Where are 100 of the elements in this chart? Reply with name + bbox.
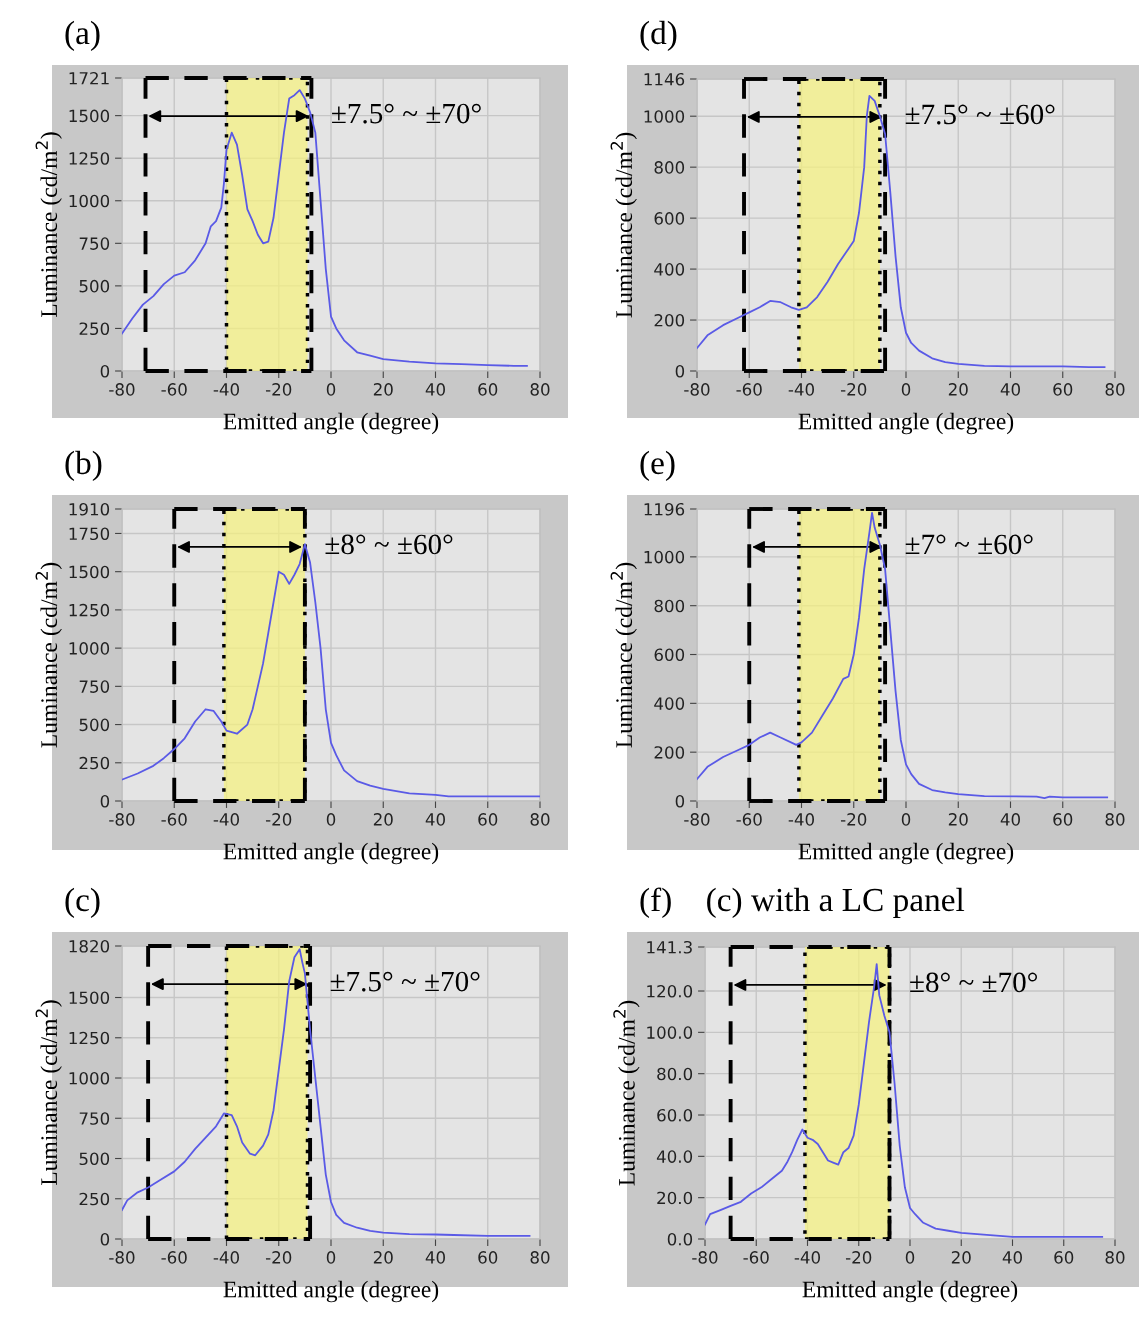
y-tick-label: 0 [100,364,110,378]
annotation: ±7.5° ~ ±70° [332,103,481,124]
y-axis-title: Luminance (cd/m$^{2}$) [610,562,637,748]
y-tick-label: 200 [654,746,685,759]
annotation: ±8° ~ ±60° [325,534,453,555]
y-tick-label: 200 [654,314,685,327]
y-axis-title: Luminance (cd/m$^{2}$) [35,1000,62,1186]
y-tick-label: 400 [654,697,685,710]
x-tick-label: -80 [109,383,135,396]
x-tick-label: -60 [161,1251,187,1264]
y-tick-label: 0 [100,794,110,808]
y-tick-label: 1250 [69,603,110,617]
y-tick-label: 80.0 [657,1067,693,1081]
annotation: ±8° ~ ±70° [910,972,1037,993]
chart-title: (f) (c) with a LC panel [640,887,965,918]
x-tick-label: -40 [213,383,239,396]
y-tick-label: 400 [654,263,685,276]
x-tick-label: -60 [743,1251,769,1264]
x-tick-label: -80 [684,383,710,396]
y-tick-label: 500 [79,718,110,732]
y-tick-label: 1250 [69,1031,110,1045]
x-tick-label: 40 [1000,383,1020,396]
y-tick-label: 0 [675,794,685,808]
x-tick-label: -80 [692,1251,718,1264]
y-tick-label: 120.0 [647,984,693,998]
x-tick-label: -60 [736,383,762,396]
x-tick-label: -20 [265,813,292,826]
x-tick-label: -40 [213,813,239,826]
y-tick-label: 250 [79,322,110,336]
x-axis-title: Emitted angle (degree) [223,412,439,435]
x-tick-label: 0 [901,383,911,396]
y-axis-title: Luminance (cd/m$^{2}$) [35,562,62,748]
y-tick-label: 1910 [69,502,110,516]
x-tick-label: 60 [478,813,498,826]
y-tick-label: 0 [100,1232,110,1246]
y-tick-label: 40.0 [656,1150,693,1163]
x-tick-label: -40 [788,813,814,826]
y-tick-label: 750 [79,680,110,693]
y-tick-label: 100.0 [647,1026,693,1039]
x-tick-label: 20 [948,383,968,396]
x-tick-label: 40 [425,813,445,826]
x-tick-label: -20 [265,383,292,396]
annotation: ±7.5° ~ ±60° [905,104,1055,125]
y-tick-label: 800 [654,599,685,613]
x-tick-label: 40 [1002,1251,1022,1264]
y-tick-label: 1500 [69,991,110,1005]
y-tick-label: 1500 [69,109,110,123]
x-tick-label: -60 [161,383,187,396]
y-tick-label: 500 [79,279,110,293]
chart-title: (e) [640,450,675,481]
y-tick-label: 1000 [69,642,110,655]
x-tick-label: 60 [1053,383,1073,396]
x-tick-label: 80 [1105,813,1125,826]
x-tick-label: -20 [840,813,867,826]
y-tick-label: 1721 [69,71,109,85]
x-tick-label: 80 [530,1251,550,1264]
x-tick-label: 80 [530,813,550,826]
y-tick-label: 60.0 [657,1108,693,1122]
x-tick-label: -60 [161,813,187,826]
x-tick-label: 20 [373,813,393,826]
x-tick-label: -40 [788,383,814,396]
chart-title: (d) [640,20,677,51]
y-tick-label: 1196 [644,502,685,516]
y-tick-label: 250 [79,1192,110,1206]
x-tick-label: 40 [425,383,445,396]
annotation: ±7° ~ ±60° [905,534,1033,555]
y-axis-title: Luminance (cd/m$^{2}$) [35,132,62,318]
x-tick-label: 0 [901,813,911,826]
x-tick-label: 80 [530,383,550,396]
y-tick-label: 250 [79,756,110,770]
x-axis-title: Emitted angle (degree) [223,842,439,865]
y-tick-label: 1146 [644,72,685,86]
x-tick-label: -80 [109,1251,135,1264]
chart-title: (b) [65,450,102,481]
x-axis-title: Emitted angle (degree) [798,412,1014,435]
y-tick-label: 750 [79,237,110,250]
y-tick-label: 600 [654,212,685,225]
x-tick-label: 40 [425,1251,445,1264]
x-tick-label: 60 [1054,1251,1074,1264]
annotation: ±7.5° ~ ±70° [330,971,480,992]
x-tick-label: 60 [478,1251,498,1264]
x-tick-label: 0 [326,813,336,826]
y-tick-label: 1000 [69,1071,110,1085]
x-tick-label: -40 [794,1251,820,1264]
x-tick-label: -80 [684,813,710,826]
x-tick-label: -80 [109,813,135,826]
x-tick-label: 0 [326,1251,336,1264]
x-tick-label: -40 [213,1251,239,1264]
y-tick-label: 1000 [69,194,110,208]
y-tick-label: 1500 [69,565,110,579]
y-tick-label: 600 [654,648,685,662]
y-tick-label: 800 [654,161,685,174]
y-tick-label: 0 [675,364,685,378]
y-tick-label: 1000 [644,550,685,564]
x-tick-label: -20 [845,1251,872,1264]
y-axis-title: Luminance (cd/m$^{2}$) [610,132,637,318]
x-axis-title: Emitted angle (degree) [223,1280,439,1303]
x-tick-label: -20 [265,1251,292,1264]
y-tick-label: 141.3 [647,940,692,954]
x-tick-label: -20 [840,383,867,396]
